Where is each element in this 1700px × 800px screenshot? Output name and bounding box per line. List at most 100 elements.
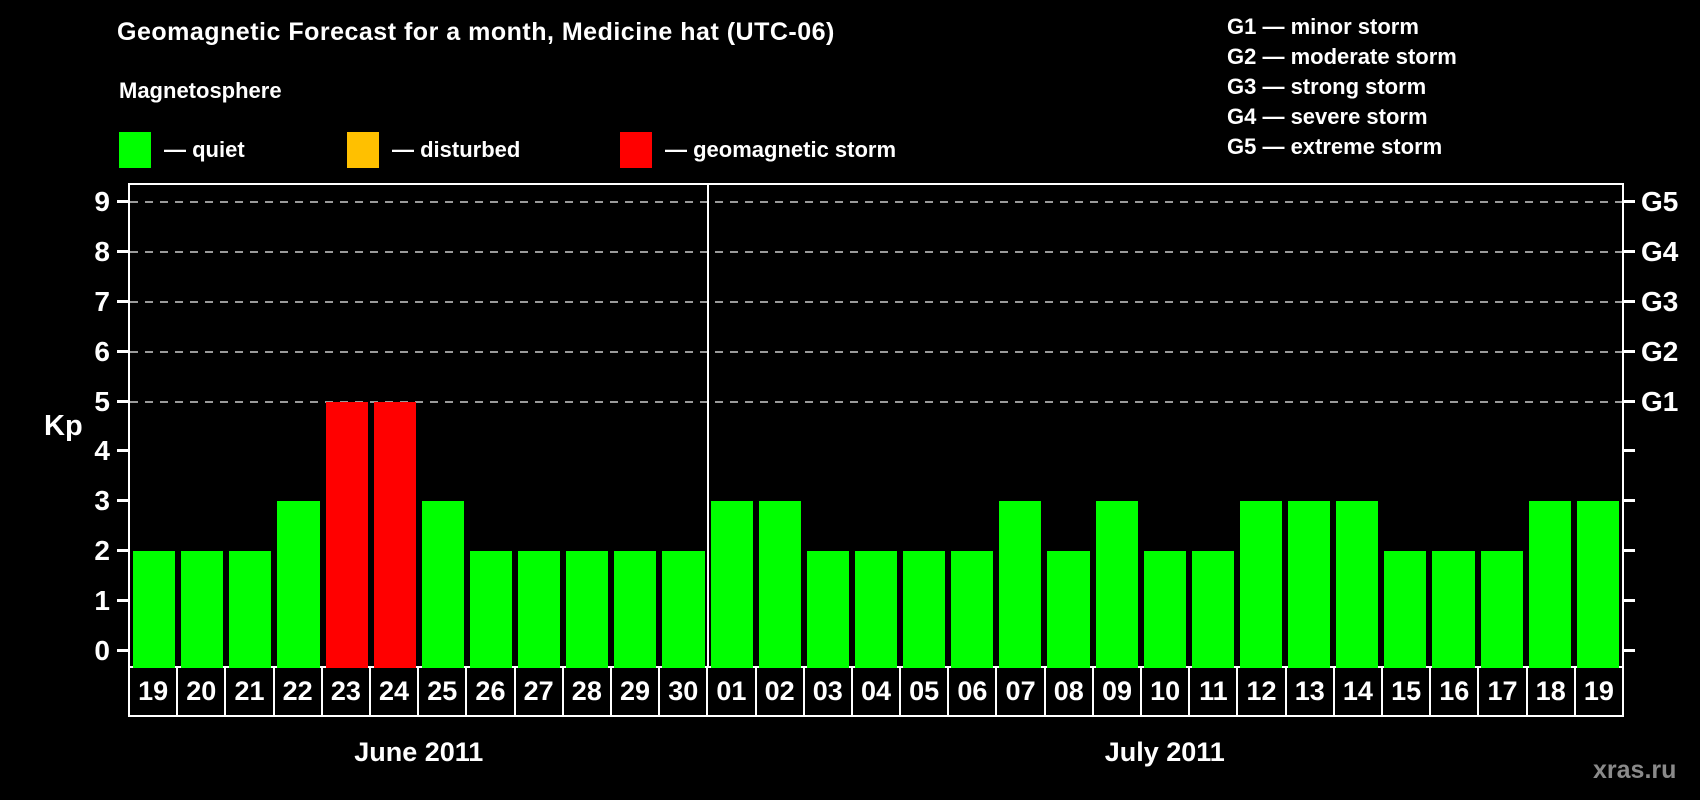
bar-july-16 [1432,551,1475,668]
y-tick-label-0: 0 [94,635,110,666]
legend-item-storm: — geomagnetic storm [620,132,896,168]
right-tick-kp9 [1624,199,1635,203]
gridline-kp8 [130,250,1622,253]
plot-area [128,183,1624,668]
bar-july-03 [806,551,849,668]
bar-july-01 [710,501,753,668]
day-label-july-01: 01 [708,668,755,715]
day-label-july-05: 05 [901,668,948,715]
left-tick-kp1 [117,599,128,603]
bar-july-19 [1576,501,1619,668]
day-label-june-20: 20 [178,668,225,715]
bar-july-11 [1191,551,1234,668]
day-label-july-11: 11 [1190,668,1237,715]
bar-july-05 [903,551,946,668]
bar-june-23 [325,401,368,668]
day-label-june-25: 25 [419,668,466,715]
right-tick-kp1 [1624,599,1635,603]
day-label-june-27: 27 [515,668,562,715]
left-tick-kp0 [117,649,128,652]
y-tick-label-8: 8 [94,235,110,267]
y-tick-label-2: 2 [94,535,110,567]
storm-color-swatch [620,132,652,168]
left-tick-kp5 [117,399,128,403]
bar-june-22 [277,501,320,668]
day-label-july-04: 04 [852,668,900,715]
y-tick-label-4: 4 [94,435,110,467]
bar-june-30 [662,551,705,668]
left-tick-kp3 [117,499,128,503]
day-label-july-16: 16 [1431,668,1478,715]
y-tick-label-3: 3 [94,485,110,517]
y-tick-label-5: 5 [94,385,110,417]
day-label-june-19: 19 [130,668,177,715]
bar-july-12 [1239,501,1283,668]
day-label-july-06: 06 [949,668,996,715]
right-tick-kp8 [1624,249,1635,253]
month-separator [706,185,709,668]
g-scale-legend: G1 — minor storm G2 — moderate storm G3 … [1227,12,1457,162]
left-tick-kp2 [117,549,128,553]
disturbed-color-swatch [347,132,379,168]
g-axis-label-g2: G2 [1641,335,1679,367]
day-label-june-30: 30 [660,668,707,715]
legend-item-disturbed: — disturbed [347,132,520,168]
day-label-july-09: 09 [1093,668,1141,715]
day-label-july-15: 15 [1383,668,1430,715]
right-tick-kp6 [1624,349,1635,353]
y-tick-label-9: 9 [94,185,110,217]
left-tick-kp7 [117,299,128,303]
day-label-july-08: 08 [1045,668,1092,715]
left-tick-kp6 [117,349,128,353]
left-tick-kp4 [117,449,128,453]
y-tick-label-6: 6 [94,335,110,367]
right-tick-kp2 [1624,549,1635,553]
quiet-color-swatch [119,132,151,168]
left-tick-kp9 [117,199,128,203]
right-tick-kp0 [1624,649,1635,652]
day-label-july-07: 07 [997,668,1044,715]
right-tick-kp5 [1624,399,1635,403]
day-label-july-14: 14 [1334,668,1382,715]
g-axis-label-g5: G5 [1641,185,1679,217]
legend-label-disturbed: — disturbed [392,137,521,162]
g-axis-label-g4: G4 [1641,235,1679,267]
day-label-july-12: 12 [1238,668,1285,715]
bar-july-15 [1384,551,1427,668]
bar-june-28 [566,551,609,668]
day-label-june-22: 22 [274,668,321,715]
bar-june-24 [373,401,416,668]
day-label-june-21: 21 [226,668,273,715]
day-axis-row: 19 20 21 22 23 24 25 26 27 28 29 30 01 02 03 04 05 06 07 08… [128,666,1624,717]
legend-label-storm: — geomagnetic storm [665,137,897,162]
gridline-kp6 [130,350,1622,353]
day-label-july-17: 17 [1479,668,1526,715]
bar-july-07 [999,501,1042,668]
month-label-july: July 2011 [1104,737,1225,767]
day-label-july-10: 10 [1142,668,1189,715]
bar-july-17 [1480,551,1523,668]
g-legend-line-g4: G4 — severe storm [1227,104,1428,129]
y-axis-title: Kp [44,410,83,442]
gridline-kp5 [130,400,1622,403]
right-tick-kp4 [1624,449,1635,453]
g-legend-line-g3: G3 — strong storm [1227,74,1427,99]
gridline-kp9 [130,200,1622,203]
bar-july-09 [1095,501,1138,668]
day-label-july-19: 19 [1575,668,1622,715]
bar-june-21 [229,551,272,668]
bar-june-26 [469,551,513,668]
left-tick-kp8 [117,249,128,253]
day-label-july-02: 02 [756,668,803,715]
g-axis-label-g3: G3 [1641,285,1679,317]
bar-june-19 [133,551,176,668]
day-label-july-18: 18 [1527,668,1574,715]
chart-title: Geomagnetic Forecast for a month, Medici… [117,18,835,46]
gridline-kp7 [130,300,1622,303]
watermark: xras.ru [1593,756,1677,784]
bar-july-13 [1288,501,1331,668]
day-label-july-03: 03 [804,668,851,715]
legend-item-quiet: — quiet [119,132,245,168]
bar-july-02 [758,501,801,668]
